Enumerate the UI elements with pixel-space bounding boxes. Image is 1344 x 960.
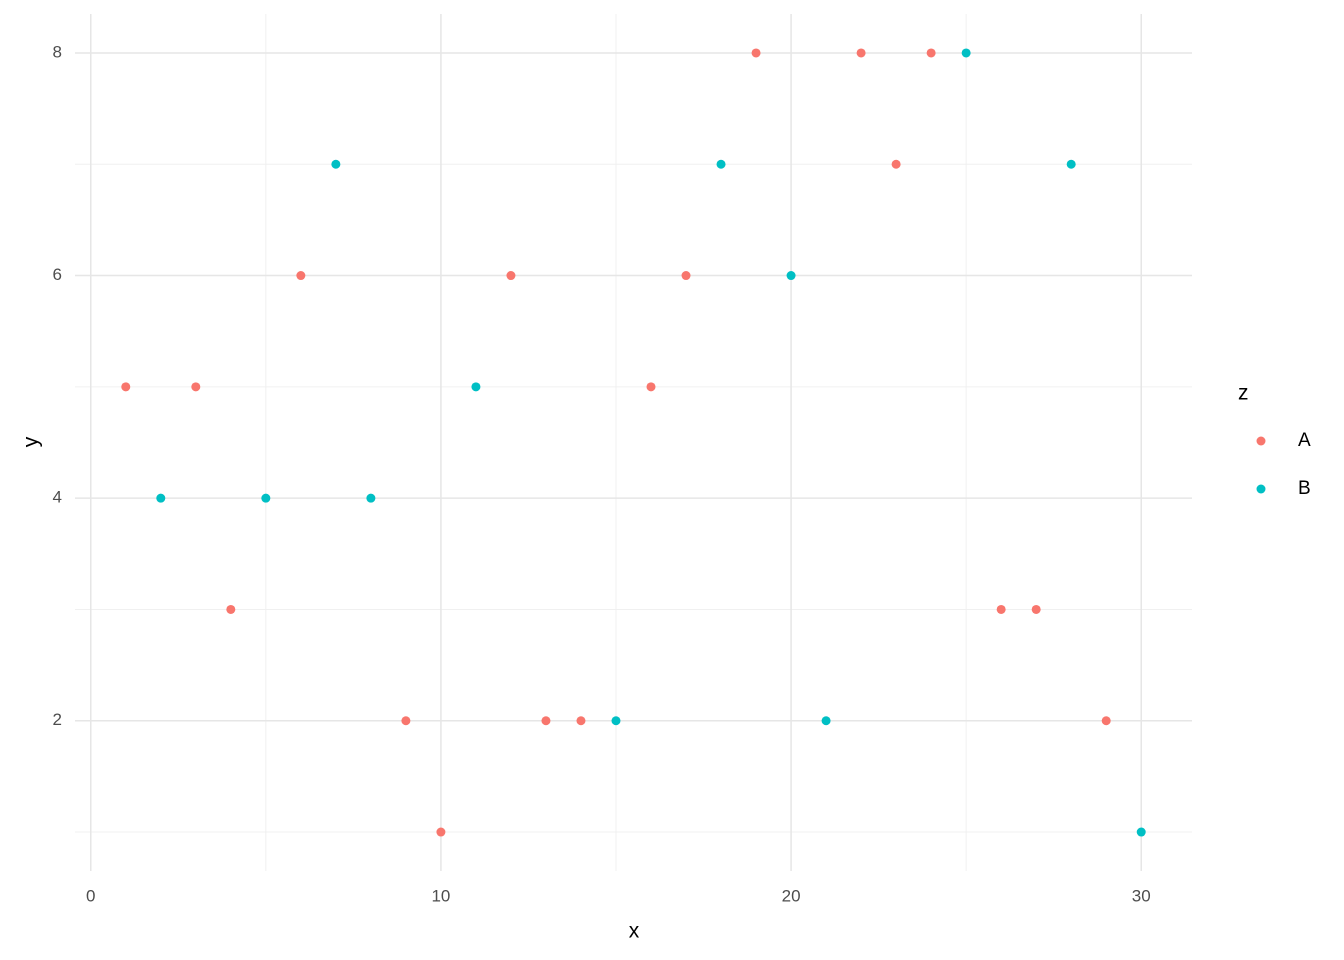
point — [681, 271, 691, 281]
x-tick-label: 0 — [86, 886, 95, 905]
point — [926, 48, 936, 58]
point — [191, 382, 201, 392]
y-tick-label: 2 — [53, 710, 62, 729]
point — [1066, 159, 1076, 169]
legend-title: z — [1238, 382, 1249, 405]
point — [401, 716, 411, 726]
x-tick-label: 20 — [782, 886, 801, 905]
point — [331, 159, 341, 169]
point — [646, 382, 656, 392]
point — [891, 159, 901, 169]
legend-label: A — [1298, 430, 1311, 451]
point — [1136, 827, 1146, 837]
point — [961, 48, 971, 58]
point — [436, 827, 446, 837]
x-tick-label: 30 — [1132, 886, 1151, 905]
point — [471, 382, 481, 392]
point — [716, 159, 726, 169]
point — [261, 493, 271, 503]
point — [366, 493, 376, 503]
y-tick-label: 4 — [53, 488, 62, 507]
point — [751, 48, 761, 58]
point — [121, 382, 131, 392]
point — [541, 716, 551, 726]
legend-label: B — [1298, 478, 1311, 499]
x-axis-title: x — [629, 920, 640, 943]
point — [296, 271, 306, 281]
point — [1101, 716, 1111, 726]
point — [786, 271, 796, 281]
point — [611, 716, 621, 726]
legend-marker — [1256, 436, 1266, 446]
point — [821, 716, 831, 726]
point — [996, 604, 1006, 614]
point — [856, 48, 866, 58]
y-axis-title: y — [20, 436, 43, 447]
point — [226, 604, 236, 614]
point — [506, 271, 516, 281]
point — [156, 493, 166, 503]
legend-marker — [1256, 484, 1266, 494]
y-tick-label: 8 — [53, 42, 62, 61]
y-tick-label: 6 — [53, 265, 62, 284]
point — [576, 716, 586, 726]
x-tick-label: 10 — [431, 886, 450, 905]
point — [1031, 604, 1041, 614]
